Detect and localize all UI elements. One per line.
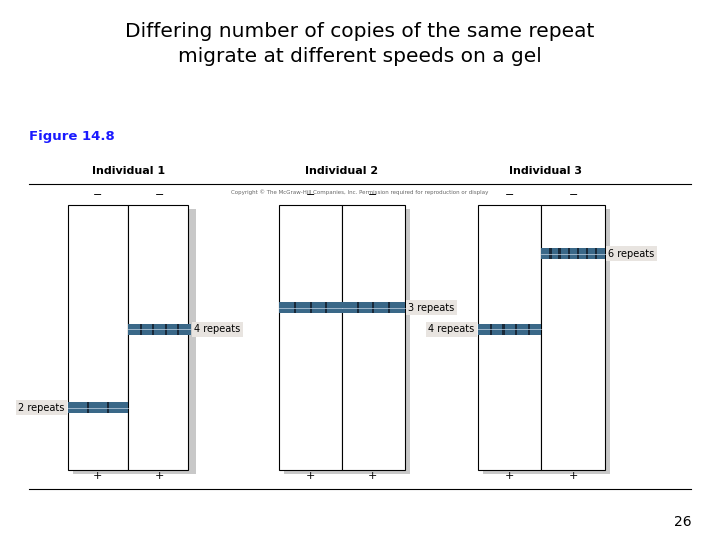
Text: +: + (568, 471, 578, 481)
Bar (559, 248, 561, 259)
Bar (503, 324, 505, 335)
Text: −: − (305, 191, 315, 200)
Bar (73, 209, 196, 474)
Text: −: − (155, 191, 165, 200)
Text: +: + (93, 471, 103, 481)
Text: −: − (93, 191, 103, 200)
Bar (279, 302, 342, 313)
Bar (68, 205, 128, 470)
Bar (294, 302, 296, 313)
Text: 6 repeats: 6 repeats (608, 249, 654, 259)
Bar (128, 324, 191, 335)
Text: Figure 14.8: Figure 14.8 (29, 130, 114, 143)
Bar (107, 402, 109, 413)
Text: 26: 26 (674, 515, 691, 529)
Bar (342, 302, 405, 313)
Bar (310, 302, 312, 313)
Bar (177, 324, 179, 335)
Text: Individual 1: Individual 1 (91, 165, 165, 176)
Bar (483, 209, 610, 474)
Text: +: + (505, 471, 515, 481)
Bar (128, 205, 188, 470)
Bar (528, 324, 530, 335)
Text: Differing number of copies of the same repeat
migrate at different speeds on a g: Differing number of copies of the same r… (125, 22, 595, 65)
Bar (549, 248, 552, 259)
Text: 4 repeats: 4 repeats (428, 325, 474, 334)
Text: −: − (568, 191, 578, 200)
Bar (325, 302, 328, 313)
Text: Individual 2: Individual 2 (305, 165, 379, 176)
Text: 4 repeats: 4 repeats (194, 325, 240, 334)
Text: +: + (155, 471, 165, 481)
Bar (541, 205, 605, 470)
Bar (541, 248, 605, 259)
Text: Copyright © The McGraw-Hill Companies, Inc. Permission required for reproduction: Copyright © The McGraw-Hill Companies, I… (231, 189, 489, 194)
Bar (388, 302, 390, 313)
Bar (279, 205, 342, 470)
Bar (490, 324, 492, 335)
Bar (140, 324, 142, 335)
Text: −: − (368, 191, 378, 200)
Text: 3 repeats: 3 repeats (408, 303, 454, 313)
Bar (372, 302, 374, 313)
Text: 2 repeats: 2 repeats (19, 403, 65, 413)
Text: Individual 3: Individual 3 (509, 165, 582, 176)
Bar (87, 402, 89, 413)
Bar (68, 402, 128, 413)
Bar (284, 209, 410, 474)
Bar (595, 248, 597, 259)
Bar (478, 205, 541, 470)
Bar (152, 324, 154, 335)
Text: +: + (368, 471, 378, 481)
Text: −: − (505, 191, 515, 200)
Bar (567, 248, 570, 259)
Bar (515, 324, 517, 335)
Bar (585, 248, 588, 259)
Bar (165, 324, 167, 335)
Text: +: + (305, 471, 315, 481)
Bar (478, 324, 541, 335)
Bar (356, 302, 359, 313)
Bar (577, 248, 579, 259)
Bar (342, 205, 405, 470)
